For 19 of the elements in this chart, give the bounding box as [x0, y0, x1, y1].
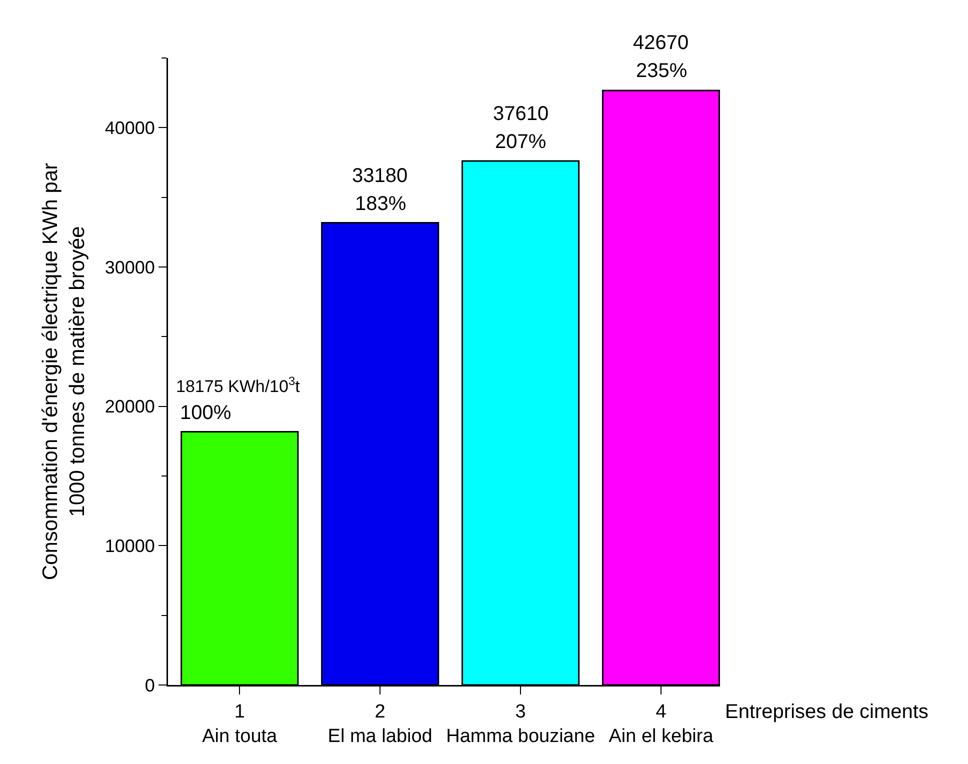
- y-tick-label: 40000: [104, 118, 155, 138]
- x-axis-title: Entreprises de ciments: [725, 701, 928, 723]
- data-label: 37610: [493, 103, 549, 125]
- x-tick-label: 4 Ain el kebira: [608, 701, 714, 747]
- annotation: 235%: [636, 60, 688, 82]
- annotation: 207%: [495, 131, 546, 153]
- data-label: 42670: [633, 32, 689, 54]
- x-tick-label: 1 Ain touta: [202, 701, 278, 747]
- y-tick-label: 30000: [104, 257, 155, 278]
- y-tick-label: 10000: [104, 536, 155, 556]
- y-axis-title: Consommation d'énergie électrique KWh par 1000 tonnes de matière broyée: [38, 162, 90, 580]
- data-label: 33180: [352, 165, 408, 187]
- data-label: 18175 KWh/10$^{3}$t: [176, 374, 300, 396]
- annotation: 100%: [180, 402, 232, 424]
- y-tick-label: 0: [144, 675, 155, 696]
- y-tick-label: 20000: [104, 396, 155, 417]
- annotation: 183%: [355, 193, 406, 215]
- x-tick-label: 2 El ma labiod: [328, 701, 432, 747]
- x-tick-label: 3 Hamma bouziane: [446, 701, 596, 747]
